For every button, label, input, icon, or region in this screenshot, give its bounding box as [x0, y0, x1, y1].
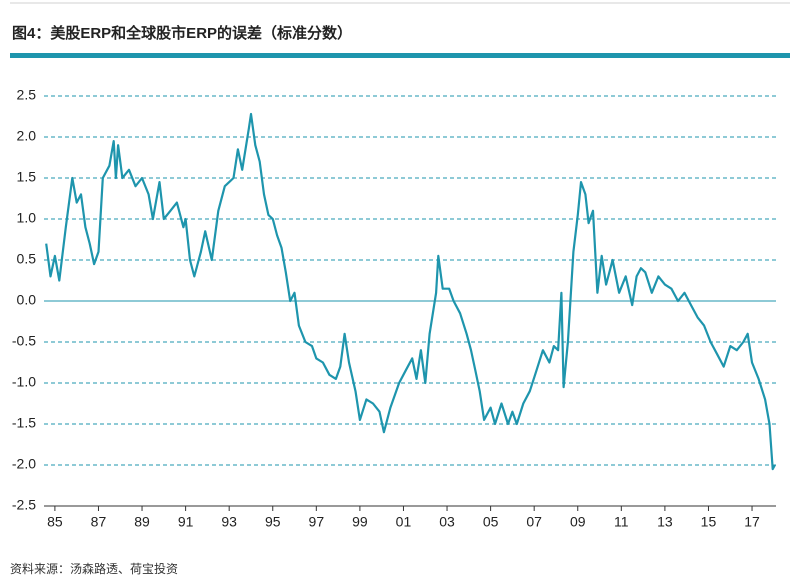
y-tick-label: 0.5	[17, 251, 37, 267]
x-tick-label: 11	[614, 514, 629, 530]
y-tick-label: -0.5	[12, 333, 36, 349]
source-note: 资料来源：汤森路透、荷宝投资	[10, 561, 178, 576]
x-tick-label: 87	[91, 514, 107, 530]
x-tick-label: 95	[265, 514, 281, 530]
x-tick-label: 13	[657, 514, 673, 530]
x-tick-label: 03	[439, 514, 455, 530]
y-tick-label: -2.5	[12, 497, 36, 513]
y-tick-label: 1.5	[17, 169, 37, 185]
x-tick-label: 09	[570, 514, 586, 530]
title-bar	[10, 53, 790, 58]
y-tick-label: 2.5	[17, 87, 37, 103]
x-tick-label: 91	[178, 514, 194, 530]
chart-title: 图4：美股ERP和全球股市ERP的误差（标准分数）	[12, 24, 352, 42]
x-tick-label: 97	[309, 514, 325, 530]
x-tick-label: 01	[396, 514, 412, 530]
x-tick-label: 89	[134, 514, 150, 530]
data-line	[45, 112, 776, 471]
y-tick-label: -1.5	[12, 415, 36, 431]
y-tick-label: 1.0	[17, 210, 37, 226]
x-tick-label: 99	[352, 514, 368, 530]
y-tick-label: -2.0	[12, 456, 36, 472]
x-tick-label: 15	[701, 514, 717, 530]
x-tick-label: 17	[744, 514, 760, 530]
x-tick-label: 07	[526, 514, 542, 530]
x-tick-label: 93	[221, 514, 237, 530]
y-tick-label: 2.0	[17, 128, 37, 144]
y-tick-label: -1.0	[12, 374, 36, 390]
x-tick-label: 85	[47, 514, 63, 530]
y-tick-label: 0.0	[17, 292, 37, 308]
x-tick-label: 05	[483, 514, 499, 530]
